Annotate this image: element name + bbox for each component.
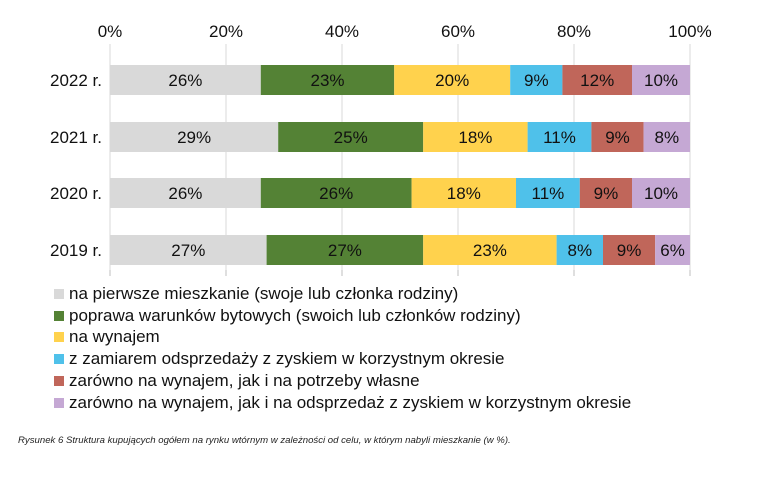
legend-swatch xyxy=(54,397,64,408)
legend-label: na pierwsze mieszkanie (swoje lub członk… xyxy=(69,283,459,303)
legend-item: zarówno na wynajem, jak i na odsprzedaż … xyxy=(54,392,631,414)
data-label: 11% xyxy=(543,128,576,147)
data-label: 25% xyxy=(334,128,368,147)
bar-segment xyxy=(110,122,279,152)
bar-segment xyxy=(110,178,261,208)
x-tick-label: 20% xyxy=(209,22,243,41)
data-label: 9% xyxy=(594,184,619,203)
bar-segment xyxy=(655,235,690,265)
figure-caption: Rysunek 6 Struktura kupujących ogółem na… xyxy=(18,435,511,446)
x-tick-label: 40% xyxy=(325,22,359,41)
legend-label: zarówno na wynajem, jak i na odsprzedaż … xyxy=(69,392,632,412)
data-label: 8% xyxy=(655,128,680,147)
bar-segment xyxy=(423,122,528,152)
stacked-bar-chart: 0% 20% 40% 60% 80% 100% 2022 r. 26% 23% 20% 9% 12% 1… xyxy=(50,22,712,276)
data-label: 26% xyxy=(168,184,202,203)
data-label: 9% xyxy=(617,241,642,260)
legend-item: na pierwsze mieszkanie (swoje lub członk… xyxy=(54,283,631,305)
data-label: 18% xyxy=(458,128,492,147)
bar-segment xyxy=(260,65,395,95)
data-label: 27% xyxy=(171,241,205,260)
legend-swatch xyxy=(54,376,64,387)
bar-segment xyxy=(556,235,603,265)
legend-label: z zamiarem odsprzedaży z zyskiem w korzy… xyxy=(69,349,505,369)
bar-segment xyxy=(579,178,632,208)
legend-item: z zamiarem odsprzedaży z zyskiem w korzy… xyxy=(54,348,631,370)
bar-segment xyxy=(510,65,563,95)
x-tick-label: 0% xyxy=(98,22,123,41)
bar-segment xyxy=(110,65,261,95)
bar-segment xyxy=(266,235,424,265)
legend-item: na wynajem xyxy=(54,327,631,349)
bar-segment xyxy=(423,235,557,265)
data-label: 18% xyxy=(447,184,481,203)
bar-segment xyxy=(411,178,516,208)
data-label: 9% xyxy=(524,71,549,90)
legend-swatch xyxy=(54,288,64,299)
data-label: 8% xyxy=(568,241,593,260)
bar-segment xyxy=(632,178,690,208)
bar-segment xyxy=(643,122,690,152)
x-tick-label: 100% xyxy=(668,22,711,41)
bar-segment xyxy=(516,178,580,208)
data-label: 20% xyxy=(435,71,469,90)
legend-label: poprawa warunków bytowych (swoich lub cz… xyxy=(69,305,521,325)
data-label: 26% xyxy=(168,71,202,90)
bar-segment xyxy=(278,122,424,152)
legend-label: na wynajem xyxy=(69,327,160,347)
x-tick-label: 80% xyxy=(557,22,591,41)
legend-label: zarówno na wynajem, jak i na potrzeby wł… xyxy=(69,371,420,391)
category-label: 2022 r. xyxy=(50,71,102,90)
legend-item: poprawa warunków bytowych (swoich lub cz… xyxy=(54,305,631,327)
data-label: 10% xyxy=(644,184,678,203)
bar-segment xyxy=(394,65,511,95)
bar-segment xyxy=(527,122,592,152)
data-label: 26% xyxy=(319,184,353,203)
data-label: 10% xyxy=(644,71,678,90)
bar-segment xyxy=(603,235,656,265)
bar-segment xyxy=(110,235,267,265)
x-tick-label: 60% xyxy=(441,22,475,41)
data-label: 29% xyxy=(177,128,211,147)
data-label: 27% xyxy=(328,241,362,260)
legend: na pierwsze mieszkanie (swoje lub członk… xyxy=(54,283,631,414)
bar-segment xyxy=(562,65,632,95)
data-label: 9% xyxy=(605,128,630,147)
data-label: 11% xyxy=(532,184,565,203)
data-label: 23% xyxy=(473,241,507,260)
data-label: 23% xyxy=(310,71,344,90)
legend-item: zarówno na wynajem, jak i na potrzeby wł… xyxy=(54,370,631,392)
bar-segment xyxy=(260,178,412,208)
legend-swatch xyxy=(54,354,64,365)
bar-segment xyxy=(632,65,690,95)
legend-swatch xyxy=(54,310,64,321)
data-label: 12% xyxy=(580,71,614,90)
category-label: 2020 r. xyxy=(50,184,102,203)
category-label: 2019 r. xyxy=(50,241,102,260)
data-label: 6% xyxy=(660,241,685,260)
category-label: 2021 r. xyxy=(50,128,102,147)
legend-swatch xyxy=(54,332,64,343)
bar-segment xyxy=(591,122,644,152)
